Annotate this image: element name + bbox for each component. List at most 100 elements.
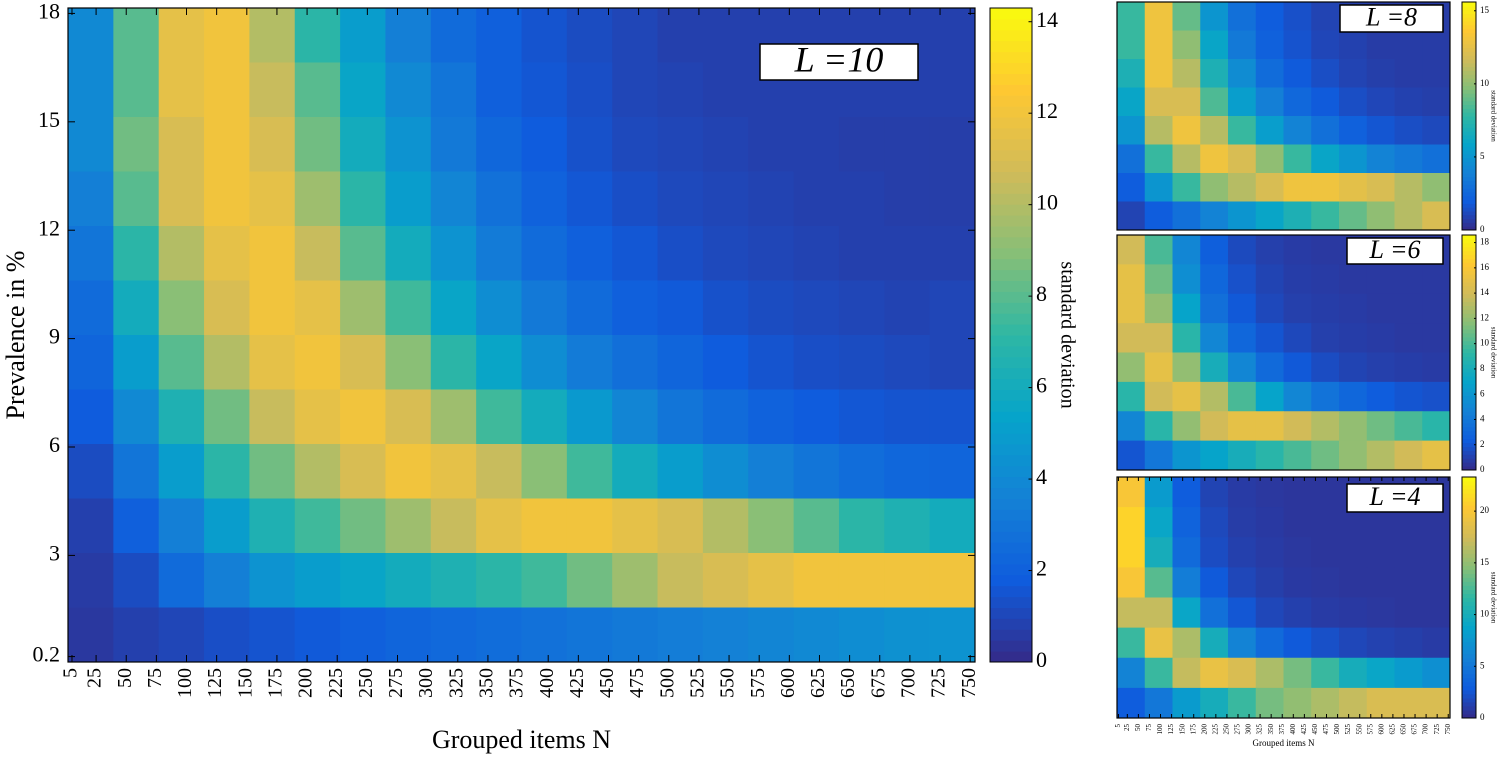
- heat-cell: [1366, 627, 1395, 659]
- heat-cell: [1311, 381, 1340, 412]
- heat-cell: [1339, 687, 1368, 719]
- colorbar-swatch: [990, 313, 1032, 325]
- colorbar-swatch: [1462, 613, 1476, 619]
- heat-cell: [838, 389, 885, 445]
- x-tick-label: 250: [1223, 724, 1231, 735]
- heat-cell: [612, 553, 659, 608]
- colorbar-swatch: [990, 487, 1032, 499]
- heat-cell: [884, 280, 931, 336]
- y-tick-label: 6: [49, 432, 60, 457]
- colorbar-swatch: [1462, 573, 1476, 578]
- y-tick-label: 0.2: [33, 642, 61, 667]
- heat-cell: [793, 335, 840, 390]
- colorbar-swatch: [1462, 395, 1476, 400]
- heat-cell: [1283, 507, 1312, 538]
- colorbar-swatch: [1462, 211, 1476, 216]
- colorbar-frame: [989, 7, 1033, 663]
- colorbar-swatch: [1462, 127, 1476, 132]
- heat-cell: [1283, 87, 1312, 117]
- colorbar-swatch: [1462, 597, 1476, 603]
- x-tick-label: 150: [1178, 724, 1186, 735]
- heat-cell: [1228, 116, 1257, 145]
- heat-cell: [1283, 597, 1312, 629]
- colorbar-swatch: [990, 291, 1032, 303]
- heat-cell: [1283, 264, 1312, 295]
- heat-cell: [1394, 657, 1423, 689]
- heat-cell: [1228, 411, 1257, 442]
- heat-cell: [1311, 59, 1340, 88]
- heat-cell: [929, 389, 976, 445]
- x-tick-label: 400: [536, 668, 558, 698]
- heat-cell: [385, 389, 432, 445]
- colorbar-swatch: [1462, 24, 1476, 30]
- heat-cell: [1339, 627, 1368, 659]
- colorbar-swatch: [1462, 317, 1476, 322]
- heat-cell: [1339, 597, 1368, 629]
- heat-cell: [1422, 352, 1451, 383]
- heat-cell: [1283, 201, 1312, 231]
- colorbar-swatch: [1462, 154, 1476, 159]
- colorbar-swatch: [1462, 657, 1476, 663]
- plot-frame: [67, 7, 976, 663]
- heat-cell: [68, 226, 114, 281]
- colorbar-swatch: [1462, 242, 1476, 248]
- colorbar-swatch: [1462, 649, 1476, 655]
- heat-cell: [1394, 411, 1423, 442]
- heat-cell: [1172, 30, 1201, 60]
- colorbar-swatch: [990, 117, 1032, 129]
- colorbar-swatch: [1462, 458, 1476, 463]
- heat-cell: [1255, 627, 1284, 659]
- heat-cell: [1422, 293, 1451, 324]
- colorbar-swatch: [990, 138, 1032, 151]
- heat-cell: [430, 498, 477, 554]
- heat-cell: [1255, 235, 1284, 265]
- colorbar-tick-label: 16: [1480, 262, 1490, 272]
- heat-cell: [249, 335, 296, 390]
- x-tick-label: 700: [897, 668, 919, 698]
- x-tick-label: 575: [747, 668, 769, 698]
- heat-cell: [204, 280, 250, 336]
- x-tick-label: 625: [1389, 724, 1397, 735]
- heat-cell: [929, 498, 976, 554]
- label-box: [759, 43, 919, 81]
- colorbar-swatch: [1462, 289, 1476, 295]
- heat-cell: [1255, 116, 1284, 145]
- x-axis-label: Grouped items N: [1253, 738, 1315, 748]
- heat-cell: [294, 8, 341, 63]
- heat-cell: [1255, 293, 1284, 324]
- heat-cell: [1394, 59, 1423, 88]
- heat-cell: [1339, 537, 1368, 568]
- heat-cell: [430, 335, 477, 390]
- heat-cell: [430, 8, 477, 63]
- heat-cell: [1200, 30, 1229, 60]
- heat-cell: [1366, 293, 1395, 324]
- colorbar-swatch: [1462, 669, 1476, 675]
- heat-cell: [204, 389, 250, 445]
- heat-cell: [929, 226, 976, 281]
- heat-cell: [476, 226, 522, 281]
- heat-cell: [249, 389, 296, 445]
- heat-cell: [884, 607, 931, 663]
- colorbar-swatch: [990, 542, 1032, 554]
- colorbar-swatch: [990, 553, 1032, 565]
- colorbar-swatch: [1462, 176, 1476, 182]
- colorbar-swatch: [1462, 274, 1476, 279]
- colorbar-tick-label: 18: [1480, 237, 1490, 247]
- heat-cell: [1200, 2, 1229, 31]
- heat-cell: [1172, 173, 1201, 202]
- x-tick-label: 525: [687, 668, 709, 698]
- heat-cell: [249, 62, 296, 118]
- colorbar-swatch: [1462, 32, 1476, 37]
- colorbar-swatch: [1462, 399, 1476, 404]
- plot-frame: [1116, 476, 1451, 719]
- heat-cell: [1172, 87, 1201, 117]
- heat-cell: [702, 280, 749, 336]
- heat-cell: [1144, 627, 1173, 659]
- colorbar-tick-label: 5: [1480, 660, 1485, 670]
- heat-cell: [1228, 144, 1257, 174]
- heat-cell: [1283, 537, 1312, 568]
- colorbar-swatch: [990, 465, 1032, 478]
- heat-cell: [385, 226, 432, 281]
- colorbar-swatch: [990, 127, 1032, 140]
- colorbar-tick-label: 12: [1036, 98, 1058, 123]
